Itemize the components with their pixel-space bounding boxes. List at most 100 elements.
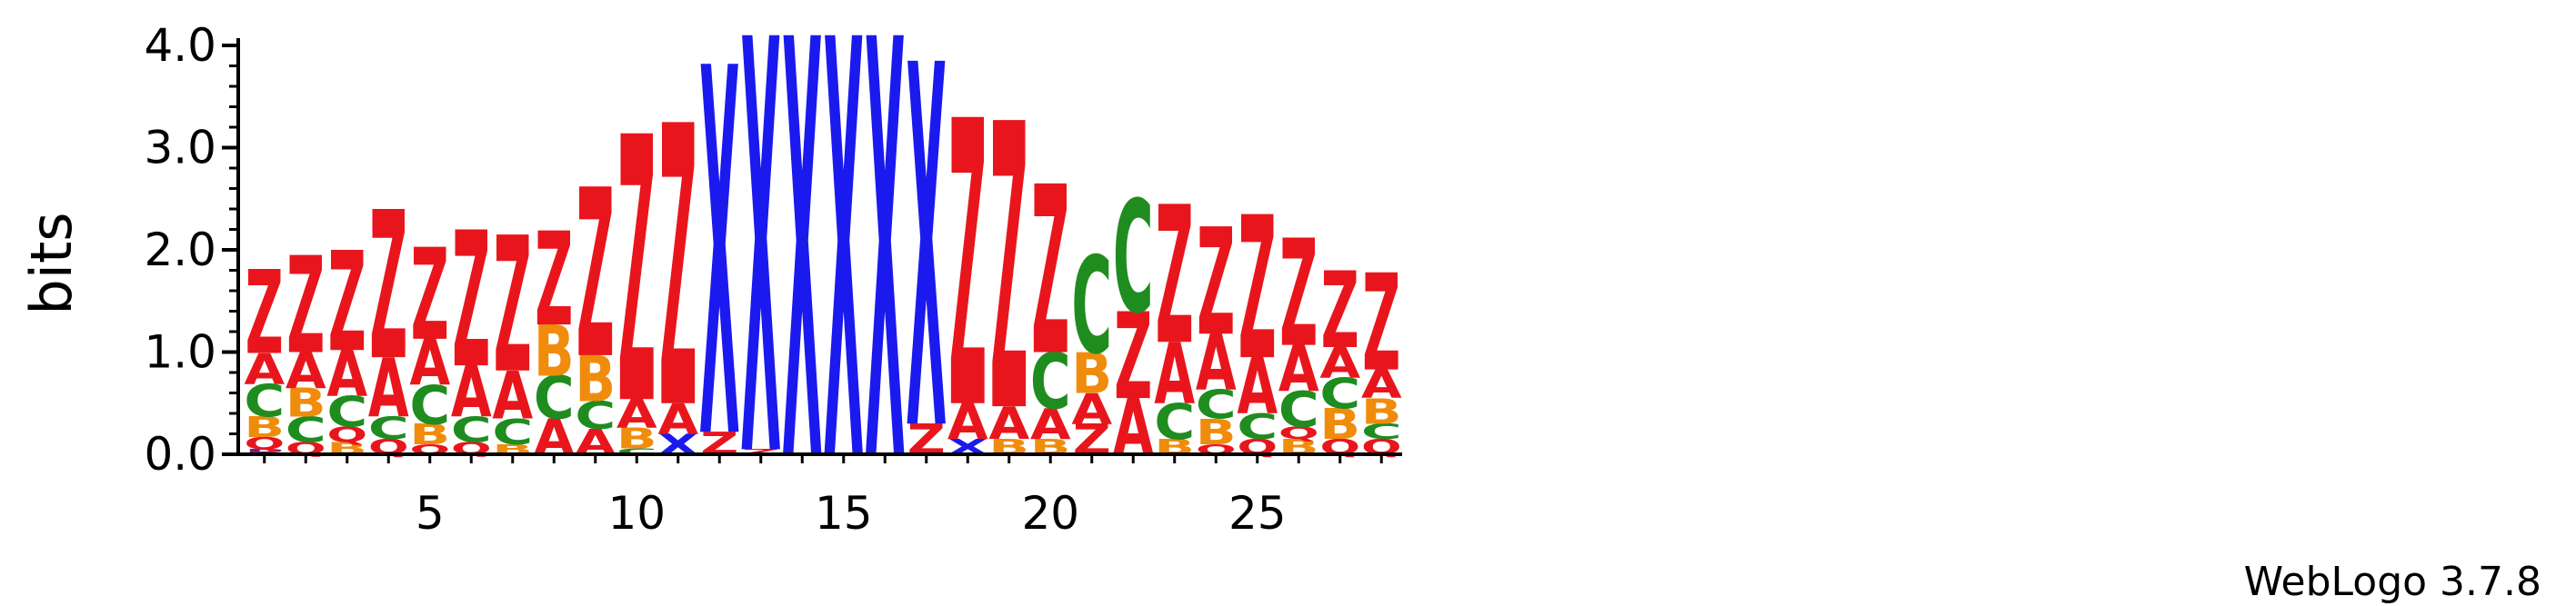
logo-column-16: X — [865, 0, 906, 590]
logo-column-19: BAZ — [988, 42, 1029, 499]
logo-glyph-Z: Z — [948, 39, 987, 496]
logo-glyph-Z: Z — [328, 224, 366, 384]
logo-glyph-X: X — [782, 0, 823, 590]
logo-glyph-P: P — [246, 448, 284, 456]
logo-glyph-B: B — [1319, 401, 1360, 449]
logo-column-22: AZC — [1113, 170, 1154, 473]
logo-glyph-B: B — [575, 343, 616, 417]
logo-glyph-B: B — [534, 311, 575, 392]
logo-glyph-A: A — [1361, 363, 1402, 408]
logo-column-11: XAZ — [657, 46, 698, 494]
logo-glyph-C: C — [326, 388, 367, 437]
logo-glyph-Q: Q — [326, 422, 367, 447]
logo-glyph-X: X — [906, 0, 947, 541]
logo-glyph-A: A — [244, 345, 285, 394]
logo-glyph-Z: Z — [990, 42, 1028, 499]
logo-glyph-B: B — [286, 381, 326, 426]
logo-glyph-Z: Z — [1156, 167, 1194, 388]
y-axis: 0.0 1.0 2.0 3.0 4.0 — [144, 19, 240, 481]
logo-glyph-Z: Z — [246, 248, 284, 382]
logo-glyph-Z: Z — [286, 230, 325, 384]
logo-glyph-stacks: PQBCAZQCBAZBQCAZQCAZQBCAZQCAZBCAZACBZACB… — [244, 0, 1402, 590]
y-axis-label: bits — [18, 212, 85, 314]
logo-glyph-Z: Z — [1238, 176, 1277, 404]
logo-glyph-Z: Z — [617, 61, 656, 486]
x-tick-label: 10 — [607, 487, 666, 540]
logo-glyph-C: C — [1237, 407, 1278, 448]
logo-glyph-C: C — [409, 374, 450, 437]
logo-column-12: ZX — [699, 0, 740, 551]
y-tick-label: 1.0 — [144, 326, 216, 379]
logo-glyph-A: A — [451, 353, 492, 433]
y-tick-label: 2.0 — [144, 224, 216, 276]
logo-glyph-A: A — [1319, 339, 1360, 388]
logo-glyph-Z: Z — [535, 204, 573, 355]
logo-glyph-X: X — [823, 0, 864, 590]
logo-glyph-C: C — [1196, 382, 1237, 428]
logo-glyph-C: C — [1113, 170, 1154, 349]
logo-column-15: X — [823, 0, 864, 590]
logo-glyph-Z: Z — [369, 168, 407, 405]
x-axis: 5 10 15 20 25 — [238, 452, 1402, 540]
logo-glyph-C: C — [575, 394, 616, 439]
weblogo-version-footer: WebLogo 3.7.8 — [2244, 559, 2541, 605]
logo-glyph-A: A — [657, 395, 698, 444]
logo-glyph-A: A — [1237, 343, 1278, 432]
x-tick-label: 5 — [416, 487, 445, 540]
logo-glyph-A: A — [326, 339, 367, 412]
logo-column-14: X — [782, 0, 823, 590]
logo-glyph-C: C — [286, 411, 326, 452]
logo-glyph-B: B — [1071, 342, 1112, 407]
logo-glyph-A: A — [1071, 385, 1112, 434]
y-tick-label: 3.0 — [144, 122, 216, 174]
logo-glyph-Z: Z — [1279, 208, 1318, 380]
logo-glyph-C: C — [1278, 381, 1319, 439]
logo-glyph-C: C — [451, 411, 492, 452]
logo-glyph-Z: Z — [742, 448, 780, 456]
logo-glyph-Z: Z — [452, 193, 490, 411]
logo-glyph-C: C — [1030, 337, 1071, 427]
logo-glyph-Z: Z — [659, 46, 697, 494]
logo-glyph-B: B — [616, 422, 657, 455]
logo-glyph-Z: Z — [1321, 249, 1359, 372]
y-tick-label: 0.0 — [144, 428, 216, 481]
logo-glyph-X: X — [740, 0, 781, 583]
logo-glyph-A: A — [368, 341, 409, 435]
logo-glyph-Z: Z — [1197, 197, 1235, 369]
logo-glyph-C: C — [616, 447, 657, 457]
logo-glyph-C: C — [368, 411, 409, 447]
logo-glyph-X: X — [699, 0, 740, 551]
x-tick-label: 15 — [815, 487, 873, 540]
logo-glyph-A: A — [492, 358, 533, 434]
logo-glyph-C: C — [534, 364, 575, 432]
logo-glyph-Z: Z — [494, 197, 532, 415]
logo-glyph-X: X — [865, 0, 906, 590]
logo-glyph-C: C — [1319, 370, 1360, 419]
logo-column-17: ZX — [906, 0, 947, 541]
logo-glyph-B: B — [244, 412, 285, 444]
logo-glyph-A: A — [1278, 333, 1319, 406]
logo-glyph-Z: Z — [411, 223, 449, 370]
logo-glyph-A: A — [286, 343, 327, 401]
logo-glyph-B: B — [1196, 412, 1237, 452]
logo-glyph-B: B — [1361, 392, 1402, 432]
logo-glyph-C: C — [1071, 230, 1112, 384]
logo-glyph-Q: Q — [244, 433, 285, 453]
logo-glyph-B: B — [409, 418, 450, 451]
x-tick-label: 20 — [1021, 487, 1079, 540]
